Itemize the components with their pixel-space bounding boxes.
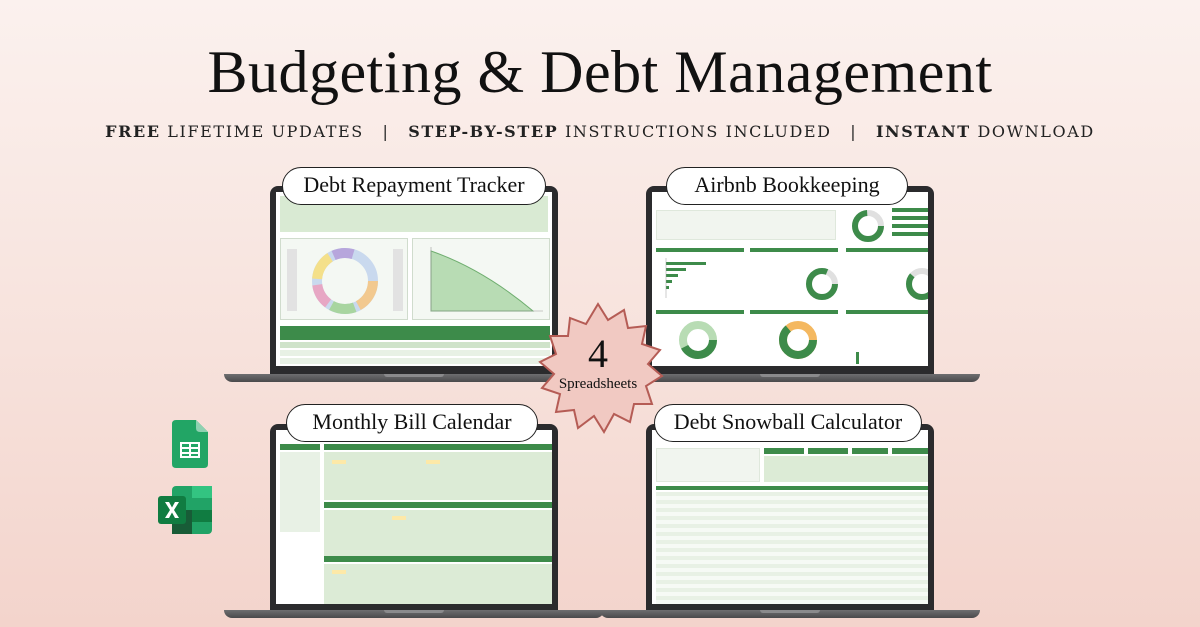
google-sheets-icon xyxy=(172,420,208,468)
laptop-screen xyxy=(270,424,558,614)
laptop-base xyxy=(224,374,604,382)
feature-instant-rest: DOWNLOAD xyxy=(970,122,1095,141)
separator: | xyxy=(850,122,858,141)
bills-list xyxy=(280,452,320,532)
side-bar xyxy=(892,208,928,212)
product-label-airbnb: Airbnb Bookkeeping xyxy=(666,167,908,205)
bill-highlight xyxy=(332,570,346,574)
table-row xyxy=(280,350,550,356)
side-bar xyxy=(892,232,928,236)
feature-line: FREE LIFETIME UPDATES | STEP-BY-STEP INS… xyxy=(0,122,1200,141)
feature-steps: STEP-BY-STEP xyxy=(408,122,559,141)
starburst-icon xyxy=(538,302,664,434)
separator: | xyxy=(382,122,390,141)
calendar-week xyxy=(324,564,552,604)
plan-header-bar xyxy=(280,326,550,340)
week-header xyxy=(324,556,552,562)
laptop-screen xyxy=(646,186,934,376)
spreadsheet-preview xyxy=(276,430,552,604)
table-row xyxy=(280,358,550,364)
donut-chart xyxy=(679,321,717,359)
debt-col-header xyxy=(808,448,848,454)
donut-chart xyxy=(906,268,928,300)
feature-instant: INSTANT xyxy=(875,122,971,141)
donut-panel xyxy=(280,238,408,320)
section-bar xyxy=(846,248,928,252)
debt-details xyxy=(764,456,928,482)
debt-col-header xyxy=(852,448,888,454)
bill-highlight xyxy=(332,460,346,464)
badge-label: Spreadsheets xyxy=(558,376,638,392)
laptop-base xyxy=(600,610,980,618)
section-bar xyxy=(656,248,744,252)
donut-chart xyxy=(806,268,838,300)
spreadsheet-preview xyxy=(652,192,928,366)
donut-chart xyxy=(779,321,817,359)
area-chart xyxy=(430,247,543,312)
mini-bar xyxy=(856,352,859,364)
side-bar xyxy=(892,216,928,220)
schedule-header xyxy=(656,486,928,490)
side-bar xyxy=(892,224,928,228)
bar-chart xyxy=(665,258,706,298)
laptop-base xyxy=(224,610,604,618)
donut-chart xyxy=(852,210,884,242)
calendar-week xyxy=(324,510,552,556)
bill-highlight xyxy=(426,460,440,464)
summary-box xyxy=(656,448,760,482)
spreadsheet-count-badge: 4 Spreadsheets xyxy=(528,300,668,440)
schedule-table xyxy=(656,492,928,604)
area-panel xyxy=(412,238,550,320)
spreadsheet-preview xyxy=(276,192,552,366)
donut-chart xyxy=(287,248,403,314)
laptop-base xyxy=(600,374,980,382)
debt-col-header xyxy=(764,448,804,454)
excel-icon xyxy=(158,486,212,534)
product-label-snowball: Debt Snowball Calculator xyxy=(654,404,922,442)
badge-number: 4 xyxy=(588,331,608,376)
section-bar xyxy=(750,248,838,252)
week-header xyxy=(324,444,552,450)
spreadsheet-preview xyxy=(652,430,928,604)
table-header-row xyxy=(280,342,550,348)
laptop-screen xyxy=(646,424,934,614)
bill-highlight xyxy=(392,516,406,520)
week-header xyxy=(324,502,552,508)
section-bar xyxy=(656,310,744,314)
page-title: Budgeting & Debt Management xyxy=(207,39,993,105)
laptop-screen xyxy=(270,186,558,376)
section-bar xyxy=(750,310,838,314)
feature-free-rest: LIFETIME UPDATES xyxy=(160,122,364,141)
product-label-bill-calendar: Monthly Bill Calendar xyxy=(286,404,538,442)
feature-free: FREE xyxy=(105,122,161,141)
kpi-row xyxy=(656,210,836,240)
feature-steps-rest: INSTRUCTIONS INCLUDED xyxy=(558,122,832,141)
product-label-debt-repayment: Debt Repayment Tracker xyxy=(282,167,546,205)
bills-header xyxy=(280,444,320,450)
debt-col-header xyxy=(892,448,928,454)
section-bar xyxy=(846,310,928,314)
